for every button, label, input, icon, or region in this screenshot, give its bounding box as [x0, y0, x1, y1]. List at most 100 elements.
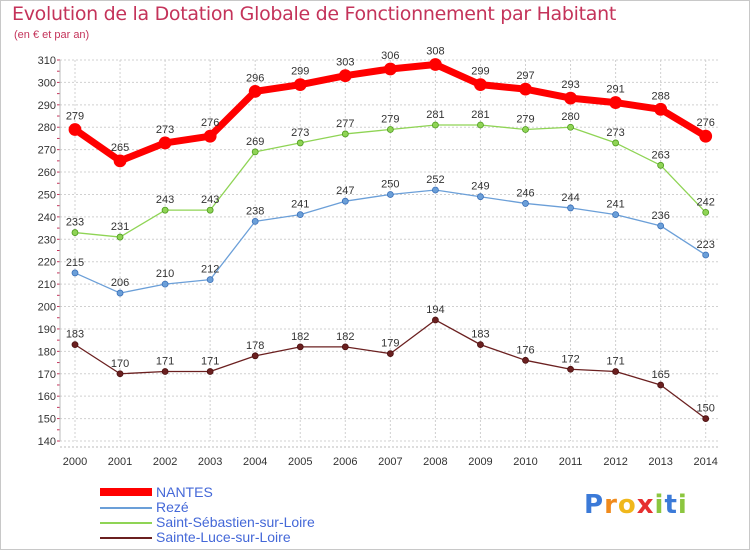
data-point [431, 316, 439, 324]
data-label: 171 [156, 356, 174, 368]
y-tick-label: 200 [38, 302, 56, 314]
data-label: 299 [291, 66, 309, 78]
data-label: 269 [246, 136, 264, 148]
data-label: 150 [697, 403, 715, 415]
data-label: 252 [426, 174, 444, 186]
data-label: 296 [246, 72, 264, 84]
y-tick-label: 250 [38, 189, 56, 201]
data-point [296, 211, 304, 219]
data-point [567, 204, 574, 212]
data-label: 276 [697, 117, 715, 129]
data-label: 183 [471, 329, 489, 341]
data-label: 165 [651, 369, 669, 381]
y-tick-label: 150 [38, 414, 56, 426]
data-point [296, 139, 304, 147]
grid [60, 59, 718, 442]
y-tick-label: 260 [38, 167, 56, 179]
data-label: 273 [156, 124, 174, 136]
data-label: 176 [516, 344, 534, 356]
legend-swatch-reze [100, 507, 152, 509]
legend-label-sainte-luce: Sainte-Luce-sur-Loire [156, 529, 291, 545]
data-label: 242 [697, 196, 715, 208]
data-label: 243 [201, 194, 219, 206]
data-point [609, 96, 622, 109]
data-point [657, 161, 665, 169]
data-point [386, 126, 394, 133]
x-tick-label: 2004 [243, 456, 267, 468]
data-point [431, 121, 439, 129]
data-point [477, 193, 484, 201]
data-point [612, 139, 619, 147]
legend-label-saint-sebastien: Saint-Sébastien-sur-Loire [156, 514, 315, 530]
data-point [248, 84, 262, 98]
data-label: 279 [516, 113, 534, 125]
x-tick-label: 2000 [63, 456, 87, 468]
x-tick-label: 2010 [513, 456, 537, 468]
data-label: 277 [336, 118, 354, 130]
series-group: 183 170 171 171 178 182 182 179 194 183 176 172 171 1… [66, 45, 715, 422]
x-tick-label: 2003 [198, 456, 222, 468]
data-point [71, 229, 79, 236]
data-point [116, 233, 124, 241]
y-tick-label: 140 [38, 436, 56, 448]
data-label: 172 [561, 353, 579, 365]
data-point [341, 130, 349, 138]
y-tick-label: 170 [38, 369, 56, 381]
chart-subtitle: (en € et par an) [14, 29, 90, 41]
data-point [431, 186, 439, 194]
x-tick-label: 2001 [108, 456, 132, 468]
data-point [341, 197, 349, 205]
data-label: 250 [381, 178, 399, 190]
data-label: 273 [291, 127, 309, 139]
data-label: 246 [516, 187, 534, 199]
data-point [522, 200, 529, 207]
data-point [477, 121, 484, 129]
series-nantes: 279 265 273 276 296 299 303 306 308 299 297 293 291 2… [66, 45, 715, 168]
y-tick-label: 190 [38, 324, 56, 336]
data-point [702, 251, 710, 259]
data-point [519, 82, 532, 96]
data-label: 281 [426, 109, 444, 121]
data-point [477, 341, 484, 349]
line-chart: 140 150 160 170 180 190 200 210 220 230 240 250 260 2… [38, 45, 718, 468]
data-label: 231 [111, 221, 129, 233]
data-point [251, 148, 259, 156]
data-label: 236 [651, 210, 669, 222]
x-tick-label: 2002 [153, 456, 177, 468]
y-tick-label: 270 [38, 145, 56, 157]
data-label: 171 [606, 356, 624, 368]
data-point [341, 343, 349, 351]
data-label: 171 [201, 356, 219, 368]
x-tick-label: 2007 [378, 456, 402, 468]
series-saint-sebastien-sur-loire: 233 231 243 243 269 273 277 279 281 281 279 280 273 2… [66, 109, 715, 241]
x-tick-label: 2014 [693, 456, 717, 468]
data-point [383, 62, 397, 76]
data-label: 194 [426, 304, 444, 316]
data-label: 281 [471, 109, 489, 121]
data-label: 241 [606, 199, 624, 211]
data-label: 206 [111, 277, 129, 289]
data-point [522, 126, 529, 133]
data-point [386, 350, 394, 357]
data-label: 182 [291, 331, 309, 343]
logo-letter: i [677, 490, 688, 520]
data-point [567, 123, 574, 131]
data-point [161, 280, 169, 288]
data-point [113, 154, 127, 168]
y-tick-label: 240 [38, 212, 56, 224]
data-point [161, 368, 169, 375]
logo-letter: P [584, 490, 605, 520]
axes: 140 150 160 170 180 190 200 210 220 230 240 250 260 2… [38, 55, 718, 468]
data-point [474, 78, 487, 92]
data-point [206, 368, 214, 375]
data-point [428, 58, 442, 71]
data-label: 243 [156, 194, 174, 206]
data-label: 280 [561, 111, 579, 123]
data-point [71, 269, 79, 277]
series-sainte-luce-sur-loire: 183 170 171 171 178 182 182 179 194 183 176 172 171 1… [66, 304, 715, 422]
data-point [657, 222, 665, 230]
data-point [203, 129, 217, 143]
data-label: 179 [381, 338, 399, 350]
data-label: 244 [561, 192, 579, 204]
